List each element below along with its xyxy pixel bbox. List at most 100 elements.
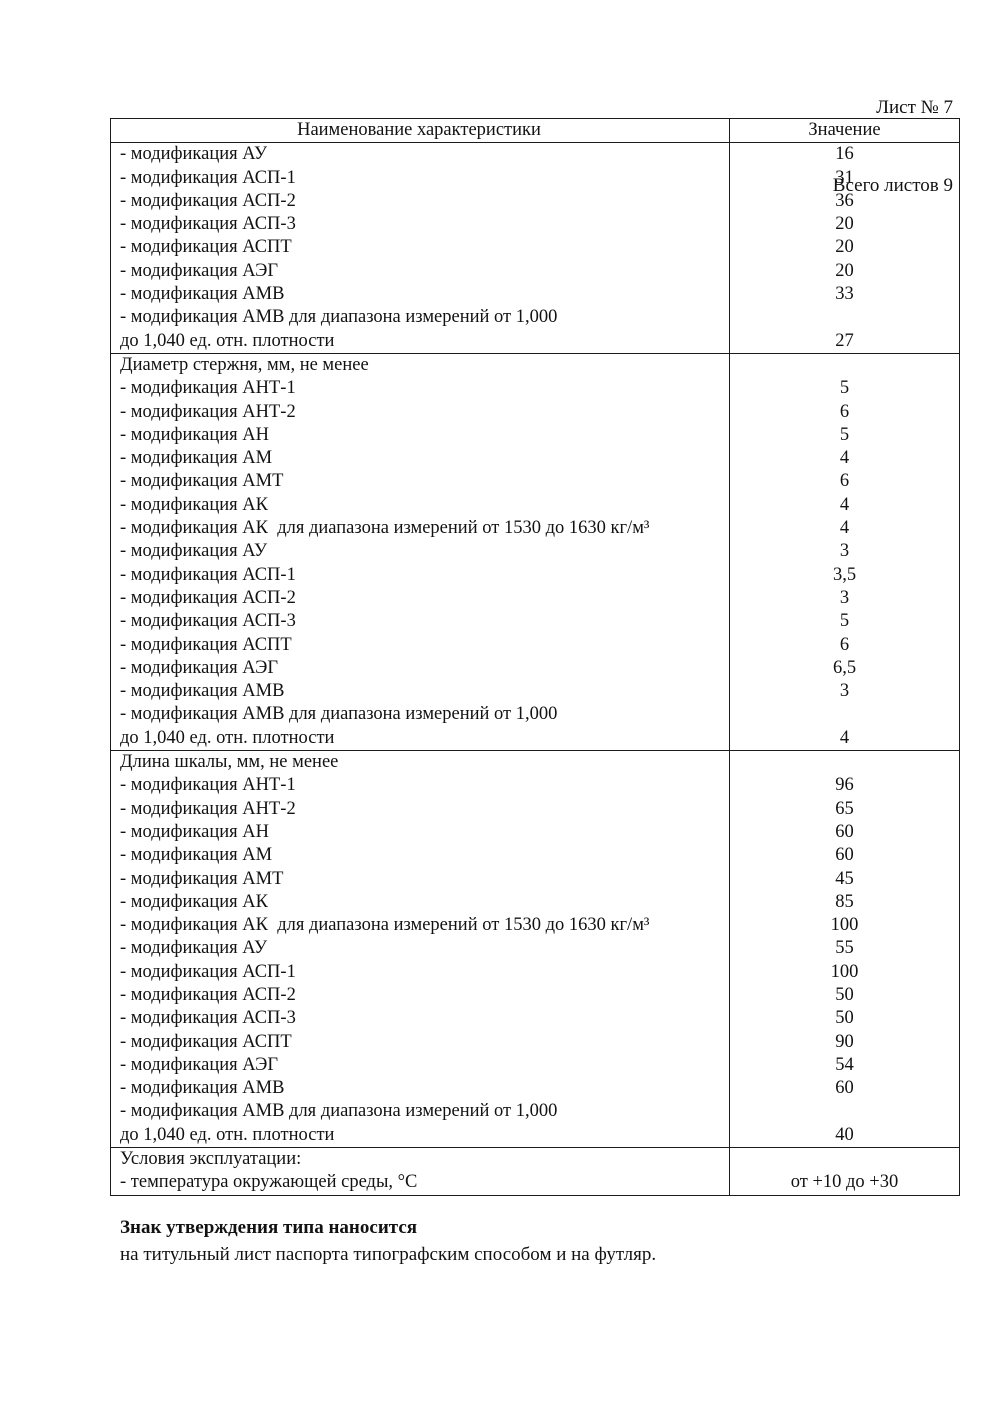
table-row: - модификация АНТ-1 96 <box>111 774 959 798</box>
characteristic-value: 33 <box>835 284 854 305</box>
characteristic-name: - модификация АНТ-1 <box>111 774 730 798</box>
table-body: - модификация АУ 16- модификация АСП-1 31-… <box>111 143 959 1195</box>
table-row: - модификация АУ 3 <box>111 540 959 564</box>
table-row: - модификация АК для диапазона измерений… <box>111 914 959 938</box>
table-row: - модификация АМВ для диапазона измерени… <box>111 703 959 727</box>
table-row: - модификация АСП-2 36 <box>111 189 959 214</box>
characteristic-value: 5 <box>839 378 850 399</box>
characteristic-name: - модификация АСП-1 <box>111 563 730 587</box>
characteristic-name: - модификация АУ <box>111 143 730 167</box>
characteristic-value: 3 <box>839 541 850 562</box>
characteristics-table: Наименование характеристики Значение - м… <box>110 118 960 1196</box>
characteristic-value: 6,5 <box>832 657 857 678</box>
table-section: Диаметр стержня, мм, не менее - модификац… <box>111 352 959 751</box>
characteristic-name: - модификация АК для диапазона измерений… <box>111 914 730 938</box>
characteristic-value <box>730 751 959 774</box>
characteristic-value: 3 <box>839 681 850 702</box>
table-row: - модификация АМВ 60 <box>111 1077 959 1101</box>
characteristic-value: 6 <box>839 471 850 492</box>
table-row: - модификация АСП-1 100 <box>111 960 959 984</box>
characteristic-name: - модификация АСП-2 <box>111 189 730 214</box>
characteristic-value <box>730 703 959 726</box>
table-row: до 1,040 ед. отн. плотности 4 <box>111 726 959 751</box>
characteristic-name: - модификация АК для диапазона измерений… <box>111 517 730 541</box>
characteristic-name: - модификация АСП-3 <box>111 610 730 634</box>
characteristic-value: 20 <box>835 237 854 258</box>
characteristic-value: 60 <box>835 845 854 866</box>
table-row: до 1,040 ед. отн. плотности 27 <box>111 329 959 353</box>
characteristic-name: - модификация АН <box>111 820 730 845</box>
table-row: - модификация АК для диапазона измерений… <box>111 517 959 541</box>
table-row: - модификация АСП-1 31 <box>111 166 959 190</box>
characteristic-value: 65 <box>835 798 854 819</box>
table-row: - модификация АСП-3 20 <box>111 213 959 237</box>
table-row: - модификация АМВ для диапазона измерени… <box>111 306 959 330</box>
characteristic-value: 31 <box>835 167 854 188</box>
characteristic-value: 60 <box>835 1078 854 1099</box>
approval-note: Знак утверждения типа наносится на титул… <box>120 1215 656 1268</box>
characteristic-name: - модификация АСПТ <box>111 633 730 657</box>
table-row: до 1,040 ед. отн. плотности 40 <box>111 1123 959 1148</box>
characteristic-value: 40 <box>835 1124 854 1145</box>
characteristic-value: от +10 до +30 <box>790 1172 899 1193</box>
table-row: - модификация АСП-3 5 <box>111 610 959 634</box>
characteristic-value: 4 <box>839 727 850 748</box>
characteristic-value <box>730 1100 959 1123</box>
approval-note-title: Знак утверждения типа наносится <box>120 1217 418 1238</box>
table-row: - модификация АН 5 <box>111 423 959 448</box>
characteristic-name: - модификация АМВ <box>111 283 730 307</box>
characteristic-value: 4 <box>839 448 850 469</box>
table-row: - модификация АУ 55 <box>111 937 959 961</box>
characteristic-name: - модификация АМВ для диапазона измерени… <box>111 1100 730 1124</box>
characteristic-name: до 1,040 ед. отн. плотности <box>111 1123 730 1148</box>
characteristic-value: 55 <box>835 938 854 959</box>
characteristic-value: 45 <box>835 868 854 889</box>
characteristic-value: 96 <box>835 775 854 796</box>
table-header-row: Наименование характеристики Значение <box>111 119 959 144</box>
column-header-name: Наименование характеристики <box>111 119 730 143</box>
characteristic-value: 5 <box>839 611 850 632</box>
characteristic-value: 90 <box>835 1031 854 1052</box>
characteristic-name: - модификация АМ <box>111 844 730 868</box>
table-row: - модификация АК 85 <box>111 890 959 915</box>
table-row: - модификация АНТ-2 65 <box>111 797 959 821</box>
table-row: - температура окружающей среды, °С от +10… <box>111 1171 959 1195</box>
characteristic-value: 36 <box>835 190 854 211</box>
characteristic-value: 100 <box>830 961 859 982</box>
characteristic-name: - модификация АСП-2 <box>111 983 730 1008</box>
characteristic-value: 5 <box>839 424 850 445</box>
characteristic-value: 60 <box>835 821 854 842</box>
characteristic-value: 27 <box>835 330 854 351</box>
characteristic-name: - модификация АСП-2 <box>111 586 730 611</box>
characteristic-value <box>730 354 959 377</box>
characteristic-name: - модификация АМВ для диапазона измерени… <box>111 703 730 727</box>
table-row: - модификация АНТ-2 6 <box>111 400 959 424</box>
table-row: Условия эксплуатации: <box>111 1148 959 1172</box>
characteristic-value: 50 <box>835 1008 854 1029</box>
column-header-value: Значение <box>808 120 881 140</box>
table-section: Длина шкалы, мм, не менее - модификация А… <box>111 750 959 1148</box>
characteristic-value: 4 <box>839 494 850 515</box>
table-row: - модификация АЭГ 20 <box>111 259 959 284</box>
table-row: - модификация АСП-2 3 <box>111 586 959 611</box>
characteristic-value: 6 <box>839 634 850 655</box>
characteristic-name: - модификация АМВ <box>111 680 730 704</box>
table-row: - модификация АМВ для диапазона измерени… <box>111 1100 959 1124</box>
characteristic-name: - модификация АЭГ <box>111 259 730 284</box>
approval-note-text: на титульный лист паспорта типографским … <box>120 1243 657 1265</box>
characteristic-value: 16 <box>835 144 854 165</box>
characteristic-value: 85 <box>835 891 854 912</box>
characteristic-value: 6 <box>839 401 850 422</box>
characteristic-name: - модификация АСП-1 <box>111 166 730 190</box>
characteristic-name: Условия эксплуатации: <box>111 1148 730 1172</box>
table-row: - модификация АСП-3 50 <box>111 1007 959 1031</box>
table-row: - модификация АМВ 33 <box>111 283 959 307</box>
characteristic-value: 54 <box>835 1054 854 1075</box>
total-sheets: Всего листов 9 <box>832 175 953 196</box>
table-row: Диаметр стержня, мм, не менее <box>111 353 959 378</box>
table-row: - модификация АМВ 3 <box>111 680 959 704</box>
characteristic-name: - модификация АЭГ <box>111 1053 730 1078</box>
characteristic-name: - температура окружающей среды, °С <box>111 1171 730 1195</box>
characteristic-value <box>730 306 959 329</box>
